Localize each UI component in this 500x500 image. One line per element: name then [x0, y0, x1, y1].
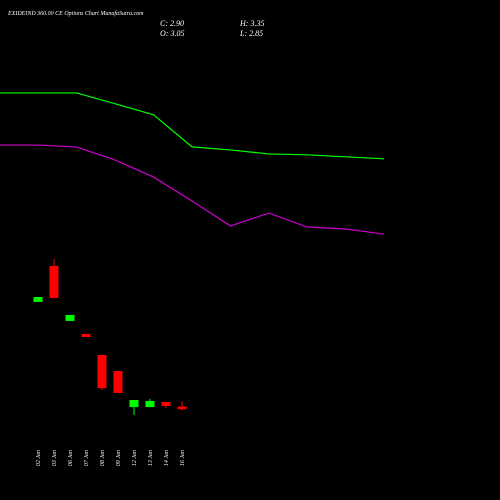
indicator-line [0, 144, 385, 235]
candle-body [65, 314, 75, 321]
x-tick-label: 13 Jan [148, 450, 154, 466]
candle-body [113, 371, 123, 393]
header-open: O: 3.05 [160, 29, 184, 38]
candle-body [161, 402, 171, 406]
candle-body [49, 265, 59, 298]
indicator-line [0, 92, 385, 160]
candle-body [145, 400, 155, 408]
candle-body [33, 297, 43, 302]
x-tick-label: 14 Jan [163, 450, 170, 466]
header-low: L: 2.85 [239, 29, 263, 38]
x-tick-label: 02 Jan [36, 450, 42, 466]
x-tick-label: 03 Jan [52, 450, 58, 466]
x-tick-label: 07 Jan [84, 450, 90, 466]
chart-title: EXIDEIND 360.00 CE Options Chart MunafaS… [7, 10, 144, 17]
x-tick-label: 12 Jan [132, 450, 138, 466]
x-tick-label: 16 Jan [180, 450, 186, 466]
x-tick-label: 09 Jan [116, 450, 122, 466]
x-tick-label: 06 Jan [68, 450, 74, 466]
candle-body [129, 400, 139, 408]
x-tick-label: 08 Jan [100, 450, 106, 466]
candle-body [97, 354, 107, 389]
candle-body [177, 406, 187, 410]
candle-body [81, 333, 91, 338]
header-close: C: 2.90 [160, 19, 184, 28]
header-high: H: 3.35 [239, 19, 264, 28]
